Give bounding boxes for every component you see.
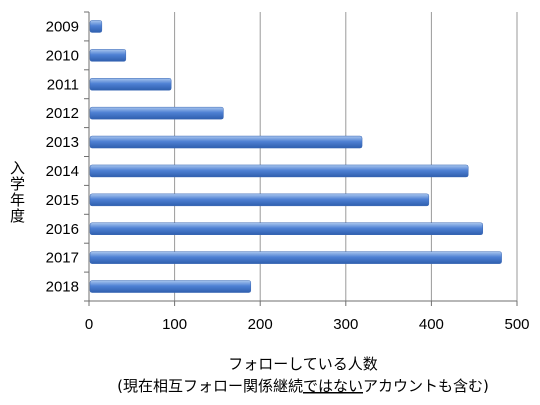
x-axis-label-line2-suffix: アカウントも含む) (363, 377, 489, 395)
y-tick-label-2013: 2013 (46, 134, 79, 151)
y-tick-label-2011: 2011 (47, 76, 79, 93)
bar-2015 (89, 193, 430, 207)
y-axis-label: 入学年度 (8, 160, 26, 224)
bar-2018 (89, 280, 252, 293)
x-tick-label-0: 0 (85, 316, 93, 333)
bar-2012 (89, 106, 224, 120)
y-tick-label-2012: 2012 (46, 105, 79, 122)
x-axis-label-line2-prefix: (現在相互フォロー関係継続 (117, 377, 303, 395)
bar-2010 (89, 49, 127, 62)
bar-2011 (89, 78, 172, 91)
y-tick-label-2017: 2017 (46, 250, 79, 267)
x-axis-label-line1: フォローしている人数 (228, 355, 378, 373)
y-tick-label-2009: 2009 (46, 18, 79, 35)
bar-2014 (89, 164, 469, 178)
y-tick-label-2016: 2016 (46, 221, 79, 238)
y-tick-labels: 2009 2010 2011 2012 2013 2014 2015 2016 2017 2018 (46, 18, 79, 295)
bar-2017 (89, 251, 502, 264)
x-tick-label-400: 400 (419, 316, 444, 333)
x-tick-label-500: 500 (504, 316, 529, 333)
x-tick-labels: 0 100 200 300 400 500 (85, 316, 530, 333)
y-tick-label-2014: 2014 (46, 163, 79, 180)
x-axis-label-line2-underlined: ではない (303, 377, 363, 395)
bar-2013 (89, 135, 363, 149)
bar-2016 (89, 222, 484, 235)
y-tick-label-2015: 2015 (46, 192, 79, 209)
y-tick-label-2018: 2018 (46, 279, 79, 296)
bar-2009 (89, 20, 103, 33)
y-tick-label-2010: 2010 (46, 47, 79, 64)
x-tick-label-300: 300 (333, 316, 358, 333)
axes (84, 11, 518, 306)
bars (89, 20, 502, 293)
x-tick-label-100: 100 (162, 316, 187, 333)
x-axis-label-line2: (現在相互フォロー関係継続ではないアカウントも含む) (117, 377, 489, 395)
x-tick-label-200: 200 (248, 316, 273, 333)
